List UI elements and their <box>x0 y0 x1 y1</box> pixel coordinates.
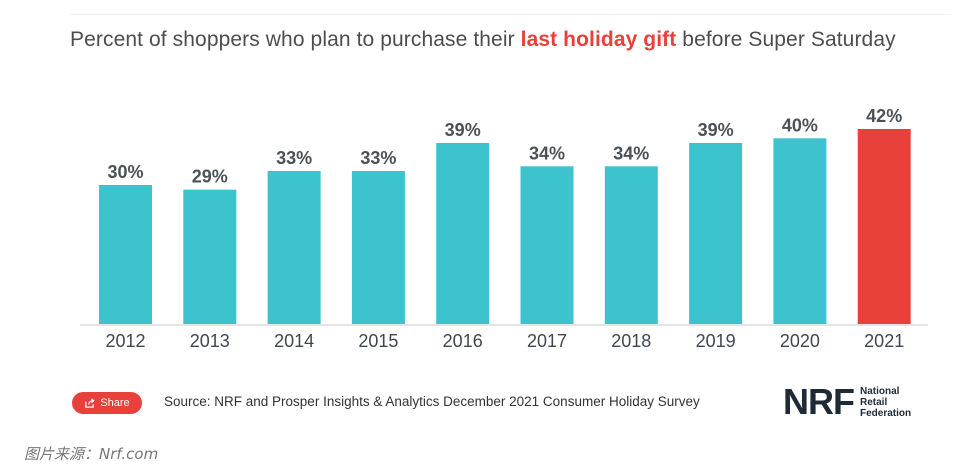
x-tick-2012: 2012 <box>105 331 145 351</box>
bar-2015 <box>351 170 405 325</box>
nrf-logo-mark: NRF <box>783 381 855 422</box>
title-highlight: last holiday gift <box>520 28 677 51</box>
bar-2019 <box>689 142 743 325</box>
source-note: Source: NRF and Prosper Insights & Analy… <box>164 394 700 409</box>
value-label-2013: 29% <box>192 167 228 187</box>
nrf-logo-text: National Retail Federation <box>860 386 911 419</box>
share-label: Share <box>100 397 130 409</box>
bar-2016 <box>436 142 490 325</box>
labels-group: 30% 2012 29% 2013 33% 2014 33% 2015 39% 2016 34% 20… <box>105 106 904 351</box>
x-tick-2021: 2021 <box>864 331 904 351</box>
bar-2020 <box>773 138 827 325</box>
x-tick-2019: 2019 <box>696 331 736 351</box>
x-tick-2016: 2016 <box>443 331 483 351</box>
x-tick-2020: 2020 <box>780 331 820 351</box>
logo-line-1: National <box>860 385 900 397</box>
footer: Share Source: NRF and Prosper Insights &… <box>0 384 972 424</box>
bar-2014 <box>267 170 321 325</box>
bar-2018 <box>604 166 658 325</box>
bar-2017 <box>520 166 574 325</box>
x-tick-2017: 2017 <box>527 331 567 351</box>
x-tick-2018: 2018 <box>611 331 651 351</box>
bar-2013 <box>183 189 237 325</box>
bar-2012 <box>99 184 152 325</box>
value-label-2016: 39% <box>445 120 481 140</box>
bar-2021 <box>857 128 911 325</box>
x-tick-2013: 2013 <box>190 331 230 351</box>
value-label-2020: 40% <box>782 115 818 135</box>
chart-title: Percent of shoppers who plan to purchase… <box>70 28 960 52</box>
value-label-2021: 42% <box>866 106 902 126</box>
value-label-2012: 30% <box>107 162 143 182</box>
bars-group <box>99 128 911 325</box>
value-label-2019: 39% <box>698 120 734 140</box>
value-label-2017: 34% <box>529 143 565 163</box>
title-prefix: Percent of shoppers who plan to purchase… <box>70 28 521 51</box>
value-label-2015: 33% <box>360 148 396 168</box>
top-divider <box>70 14 950 15</box>
chart-card: Percent of shoppers who plan to purchase… <box>0 14 972 424</box>
bar-chart: 30% 2012 29% 2013 33% 2014 33% 2015 39% 2016 34% 20… <box>80 106 928 351</box>
x-tick-2015: 2015 <box>358 331 398 351</box>
logo-line-3: Federation <box>860 407 912 419</box>
share-button[interactable]: Share <box>72 392 142 414</box>
image-caption: 图片来源：Nrf.com <box>24 445 159 463</box>
x-tick-2014: 2014 <box>274 331 314 351</box>
value-label-2014: 33% <box>276 148 312 168</box>
share-icon <box>85 397 95 408</box>
nrf-logo: NRF National Retail Federation <box>783 384 911 420</box>
value-label-2018: 34% <box>613 143 649 163</box>
logo-line-2: Retail <box>860 396 888 408</box>
title-suffix: before Super Saturday <box>676 28 896 51</box>
